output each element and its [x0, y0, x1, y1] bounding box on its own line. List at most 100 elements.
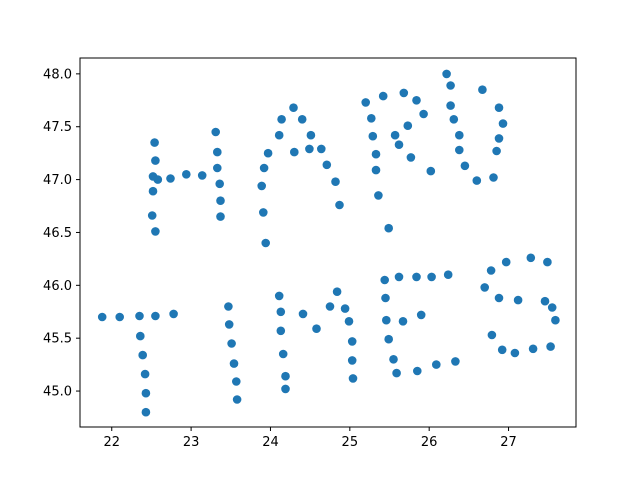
data-point [259, 163, 269, 173]
data-point [232, 395, 242, 404]
data-points [97, 69, 560, 417]
data-point [486, 266, 496, 275]
data-point [367, 114, 376, 123]
data-point [382, 315, 391, 325]
data-point [197, 171, 207, 180]
data-point [276, 326, 286, 336]
data-point [147, 211, 157, 220]
data-point [289, 103, 298, 112]
data-point [427, 272, 436, 282]
data-point [335, 200, 344, 210]
data-point [325, 302, 335, 311]
data-point [141, 407, 151, 417]
data-point [460, 161, 470, 171]
data-point [290, 147, 299, 157]
data-point [413, 366, 422, 376]
data-point [543, 257, 552, 267]
data-point [392, 368, 401, 378]
x-tick-label: 27 [500, 435, 517, 450]
data-point [384, 223, 394, 233]
data-point [317, 144, 326, 154]
data-point [378, 91, 388, 101]
x-tick-label: 22 [103, 435, 120, 450]
data-point [371, 149, 381, 159]
data-point [332, 287, 342, 297]
data-point [135, 311, 144, 321]
data-point [298, 309, 308, 319]
axes-frame [79, 57, 577, 428]
data-point [446, 81, 455, 90]
data-point [216, 212, 225, 221]
data-point [227, 339, 236, 348]
data-point [257, 181, 267, 191]
data-point [182, 170, 191, 179]
data-point [215, 179, 224, 189]
data-point [136, 331, 145, 341]
data-point [443, 270, 453, 280]
data-point [412, 272, 421, 282]
data-point [546, 342, 555, 351]
data-point [259, 208, 268, 217]
data-point [513, 295, 523, 305]
data-point [455, 130, 464, 140]
data-point [446, 101, 455, 110]
data-point [224, 320, 234, 329]
data-point [398, 317, 408, 326]
data-point [547, 303, 557, 312]
data-point [394, 272, 404, 282]
x-tick-label: 24 [262, 435, 279, 450]
data-point [281, 384, 290, 394]
data-point [371, 165, 381, 175]
data-point [416, 310, 426, 320]
data-point [394, 140, 404, 149]
data-point [305, 144, 314, 154]
data-point [166, 174, 175, 183]
data-point [501, 257, 511, 267]
data-point [480, 283, 490, 292]
data-point [347, 337, 357, 346]
data-point [494, 103, 504, 112]
data-point [348, 374, 358, 383]
data-point [306, 130, 316, 140]
data-point [274, 291, 284, 301]
data-point [449, 115, 459, 124]
data-point [510, 348, 520, 358]
y-tick-label: 46.5 [43, 226, 72, 241]
data-point [331, 177, 340, 186]
x-tick-label: 25 [342, 435, 359, 450]
data-point [497, 345, 507, 355]
data-point [213, 147, 222, 157]
data-point [115, 312, 124, 322]
x-axis-ticks: 22 23 24 25 26 27 [103, 427, 517, 450]
y-tick-label: 47.0 [43, 173, 72, 188]
data-point [368, 131, 378, 141]
data-point [472, 176, 482, 185]
x-tick-label: 26 [421, 435, 438, 450]
data-point [498, 119, 508, 128]
data-point [478, 85, 487, 94]
y-tick-label: 48.0 [43, 67, 72, 82]
data-point [494, 134, 504, 143]
data-point [403, 121, 413, 130]
data-point [412, 96, 421, 105]
x-tick-label: 23 [183, 435, 200, 450]
data-point [141, 388, 151, 398]
y-tick-label: 46.0 [43, 279, 72, 294]
data-point [384, 334, 394, 344]
data-point [153, 175, 163, 184]
data-point [528, 344, 538, 354]
data-point [277, 115, 286, 124]
data-point [426, 166, 436, 176]
data-point [151, 227, 160, 236]
data-point [399, 88, 409, 98]
data-point [276, 307, 286, 317]
data-point [297, 115, 307, 124]
data-point [540, 296, 550, 306]
data-point [390, 130, 400, 140]
data-point [151, 311, 160, 321]
data-point [381, 293, 390, 303]
data-point [140, 369, 150, 379]
data-point [322, 160, 332, 170]
